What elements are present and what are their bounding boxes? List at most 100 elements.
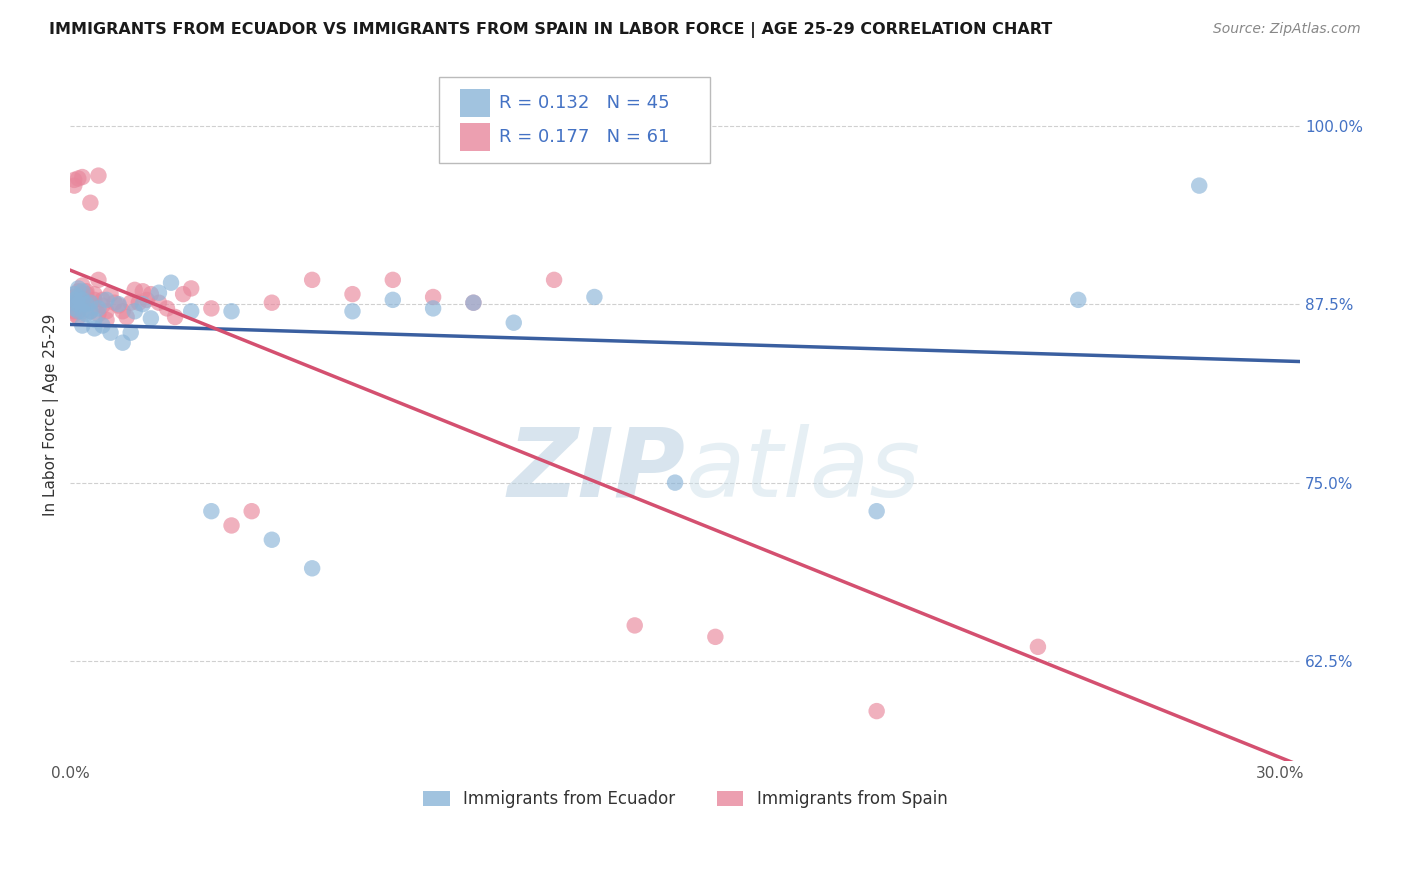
Point (381, 273, 404, 287)
Point (132, 297, 155, 311)
Point (96, 293, 118, 307)
Point (67, 290, 90, 304)
Point (583, 290, 606, 304)
Point (139, 311, 162, 326)
Point (156, 301, 179, 316)
Y-axis label: In Labor Force | Age 25-29: In Labor Force | Age 25-29 (44, 314, 59, 516)
Point (160, 276, 183, 290)
Point (63, 290, 86, 304)
Point (103, 295, 125, 310)
Text: atlas: atlas (685, 424, 920, 516)
FancyBboxPatch shape (439, 77, 710, 163)
Point (422, 301, 444, 316)
Point (72, 287, 94, 301)
Point (543, 273, 565, 287)
Point (1026, 640, 1049, 654)
Point (67, 171, 90, 186)
Point (240, 504, 263, 518)
Point (72, 293, 94, 307)
Point (200, 301, 222, 316)
Point (75, 307, 97, 321)
Point (260, 533, 283, 547)
Point (87, 301, 110, 316)
Point (139, 287, 162, 301)
Point (67, 285, 90, 299)
Point (221, 518, 243, 533)
Point (107, 297, 129, 311)
Point (67, 293, 90, 307)
Point (301, 561, 323, 575)
Point (67, 281, 90, 295)
Point (87, 307, 110, 321)
Point (72, 285, 94, 299)
Point (132, 285, 155, 299)
Point (63, 178, 86, 193)
Point (111, 304, 134, 318)
Point (463, 295, 485, 310)
Point (87, 273, 110, 287)
Point (866, 504, 889, 518)
Point (1188, 178, 1211, 193)
Point (75, 287, 97, 301)
Point (148, 285, 170, 300)
Point (72, 278, 94, 293)
Point (664, 475, 686, 490)
Point (180, 304, 202, 318)
Point (96, 313, 118, 327)
Point (72, 318, 94, 333)
Point (100, 287, 122, 301)
Text: R = 0.132   N = 45: R = 0.132 N = 45 (499, 95, 671, 112)
Point (83, 287, 105, 301)
Legend: Immigrants from Ecuador, Immigrants from Spain: Immigrants from Ecuador, Immigrants from… (416, 784, 955, 815)
Point (72, 295, 94, 310)
Point (67, 297, 90, 311)
Point (79, 304, 101, 318)
Point (342, 287, 364, 301)
Point (67, 304, 90, 318)
Point (63, 307, 86, 321)
Point (165, 310, 187, 324)
Point (83, 313, 105, 327)
Point (120, 326, 142, 340)
Point (79, 295, 101, 310)
Point (200, 504, 222, 518)
Point (463, 295, 485, 310)
Point (342, 304, 364, 318)
Point (124, 304, 146, 318)
Point (75, 295, 97, 310)
Point (381, 293, 404, 307)
Point (63, 301, 86, 316)
Point (221, 304, 243, 318)
Point (180, 281, 202, 295)
Point (75, 285, 97, 299)
Point (79, 195, 101, 210)
Point (79, 304, 101, 318)
Point (866, 704, 889, 718)
Point (115, 310, 138, 324)
Point (63, 293, 86, 307)
Text: Source: ZipAtlas.com: Source: ZipAtlas.com (1213, 22, 1361, 37)
FancyBboxPatch shape (460, 89, 489, 117)
Point (502, 316, 524, 330)
Point (120, 295, 142, 310)
Point (75, 297, 97, 311)
Point (63, 295, 86, 310)
Point (67, 304, 90, 318)
Point (87, 169, 110, 183)
Text: R = 0.177   N = 61: R = 0.177 N = 61 (499, 128, 669, 146)
Point (72, 304, 94, 318)
Point (91, 318, 114, 333)
Point (83, 321, 105, 335)
Text: ZIP: ZIP (508, 424, 685, 516)
Point (67, 310, 90, 324)
Point (79, 295, 101, 310)
Point (124, 283, 146, 297)
FancyBboxPatch shape (460, 123, 489, 151)
Point (128, 295, 150, 310)
Point (96, 304, 118, 318)
Point (301, 273, 323, 287)
Point (623, 618, 645, 632)
Point (63, 299, 86, 313)
Point (63, 304, 86, 318)
Point (91, 299, 114, 313)
